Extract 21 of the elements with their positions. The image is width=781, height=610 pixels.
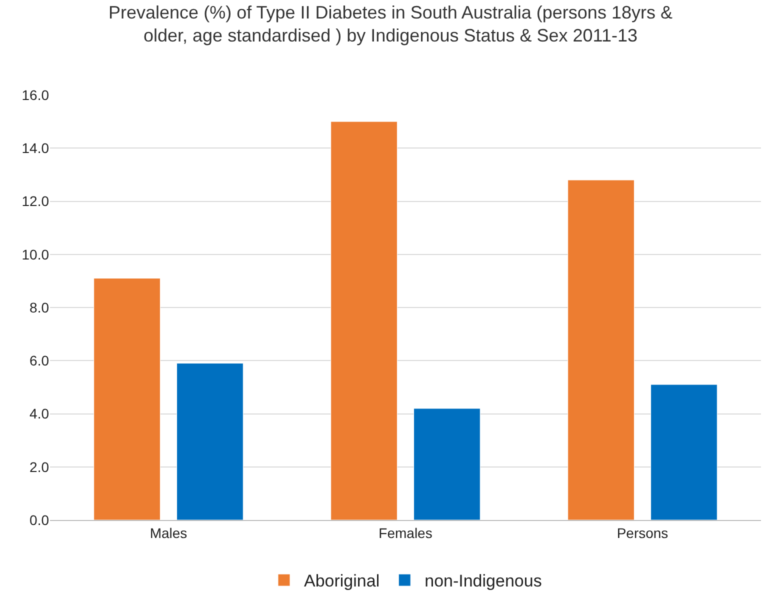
y-tick-label: 2.0 xyxy=(30,458,50,475)
y-tick-label: 0.0 xyxy=(30,512,50,528)
x-tick-label: Males xyxy=(150,524,188,541)
bar xyxy=(650,384,718,520)
legend-label: non-Indigenous xyxy=(424,572,542,591)
bar xyxy=(330,121,398,520)
y-tick-label: 4.0 xyxy=(30,406,50,422)
y-tick-label: 6.0 xyxy=(30,352,50,369)
chart-title: Prevalence (%) of Type II Diabetes in South Australia (persons 18yrs & older, age standardised ) by Indigenous Status & Sex 2011-13 xyxy=(108,2,672,46)
bar xyxy=(94,278,160,520)
y-tick-label: 14.0 xyxy=(22,140,50,156)
bar xyxy=(568,180,634,520)
y-tick-label: 8.0 xyxy=(30,299,50,316)
y-tick-label: 12.0 xyxy=(22,193,50,210)
legend-label: Aboriginal xyxy=(304,572,380,591)
bar xyxy=(414,408,480,520)
y-tick-label: 16.0 xyxy=(22,86,50,103)
y-tick-label: 10.0 xyxy=(22,246,50,262)
bar xyxy=(176,363,244,520)
x-tick-label: Persons xyxy=(616,524,668,541)
x-tick-label: Females xyxy=(378,524,432,541)
